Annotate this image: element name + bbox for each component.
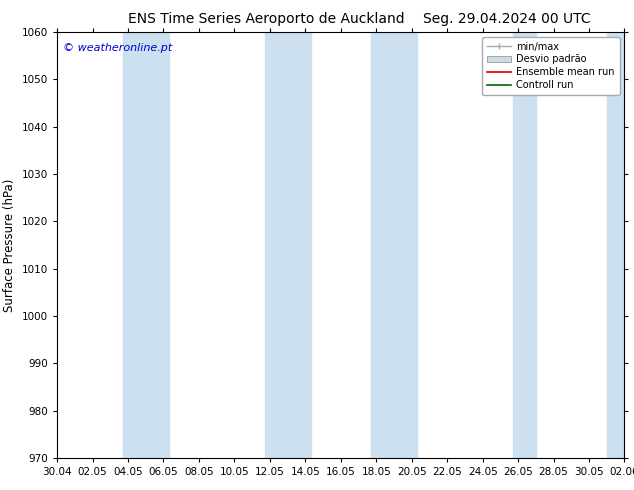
Bar — [264, 32, 311, 458]
Text: © weatheronline.pt: © weatheronline.pt — [63, 43, 172, 52]
Text: Seg. 29.04.2024 00 UTC: Seg. 29.04.2024 00 UTC — [424, 12, 591, 26]
Bar — [513, 32, 536, 458]
Legend: min/max, Desvio padrão, Ensemble mean run, Controll run: min/max, Desvio padrão, Ensemble mean ru… — [482, 37, 619, 95]
Bar — [607, 32, 634, 458]
Bar — [371, 32, 417, 458]
Text: ENS Time Series Aeroporto de Auckland: ENS Time Series Aeroporto de Auckland — [128, 12, 404, 26]
Y-axis label: Surface Pressure (hPa): Surface Pressure (hPa) — [3, 178, 16, 312]
Bar — [122, 32, 169, 458]
